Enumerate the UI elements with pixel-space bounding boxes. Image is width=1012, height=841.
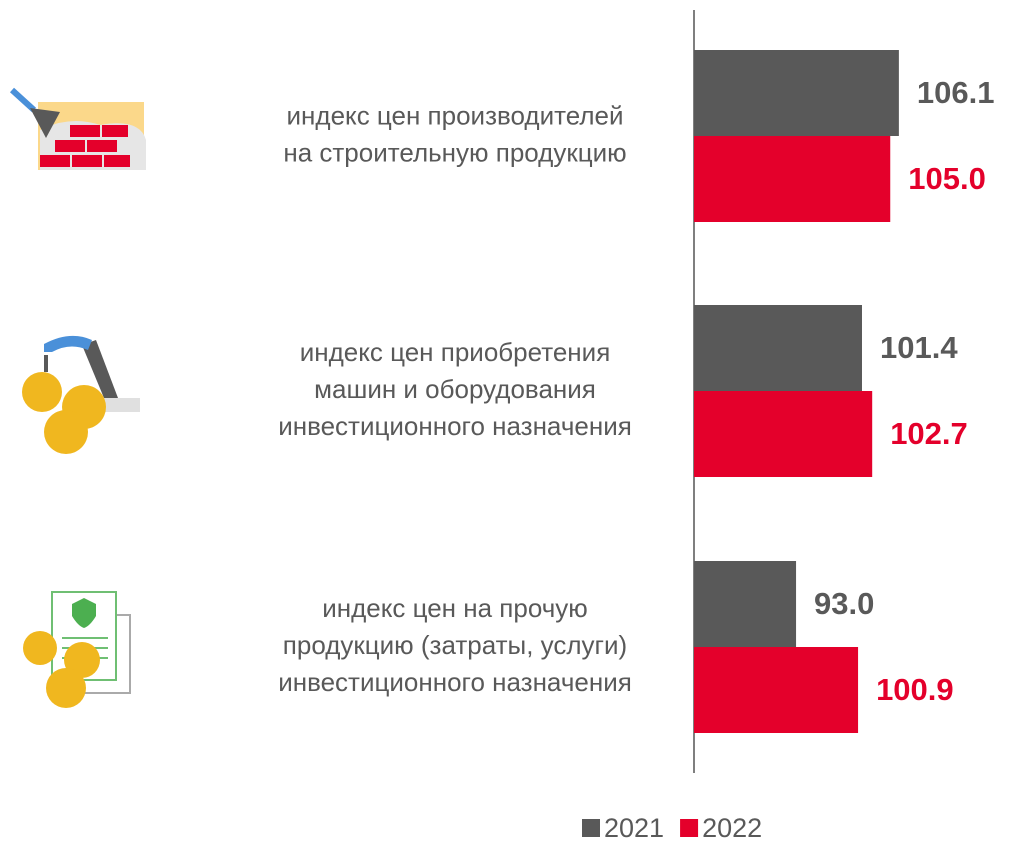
icon-document (23, 591, 131, 708)
bar (694, 50, 899, 136)
category-label: индекс цен на прочую продукцию (затраты, … (278, 593, 632, 697)
category-label: индекс цен производителей на строительную… (283, 100, 626, 167)
bar (694, 305, 862, 391)
value-label: 102.7 (890, 416, 968, 451)
bar (694, 136, 891, 222)
bar (694, 391, 873, 477)
icon-robot (22, 335, 140, 454)
value-label: 93.0 (814, 586, 874, 621)
legend-label: 2022 (702, 813, 762, 841)
value-label: 101.4 (880, 330, 958, 365)
value-label: 105.0 (908, 161, 986, 196)
value-label: 100.9 (876, 672, 954, 707)
category-label: индекс цен приобретения машин и оборудова… (278, 337, 632, 441)
legend-swatch (680, 819, 699, 837)
value-label: 106.1 (917, 75, 995, 110)
legend-swatch (582, 819, 600, 837)
bar (694, 561, 797, 647)
bar (694, 647, 859, 733)
icon-bricks (9, 87, 146, 170)
legend-label: 2021 (604, 813, 664, 841)
